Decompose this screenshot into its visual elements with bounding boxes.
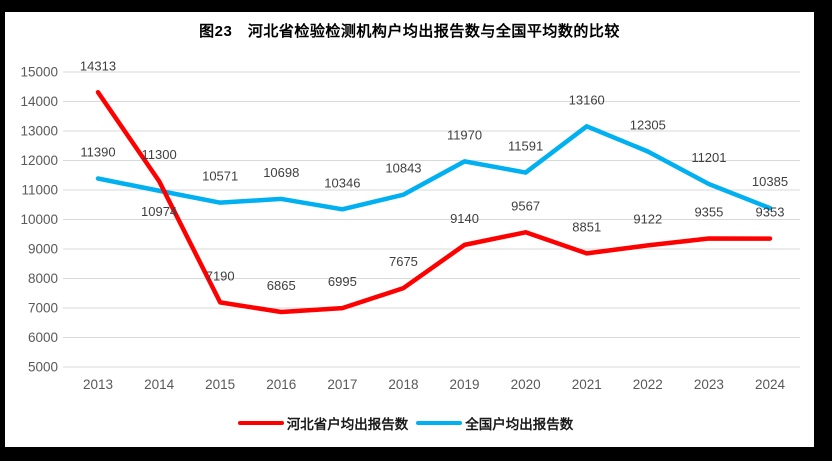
x-tick-label: 2016 [266,377,296,392]
x-tick-label: 2020 [511,377,541,392]
legend-swatch-hebei [237,420,284,426]
data-label: 11390 [80,144,115,159]
series-line [95,124,773,212]
y-tick-label: 14000 [20,94,58,109]
data-label: 11591 [508,139,543,154]
data-label: 10974 [141,204,177,219]
y-tick-label: 9000 [28,242,58,257]
y-tick-label: 7000 [28,301,58,316]
y-tick-label: 15000 [20,65,58,80]
legend-swatch-national [416,420,463,426]
data-label: 12305 [630,118,666,133]
x-tick-label: 2015 [205,377,235,392]
x-tick-label: 2018 [388,377,418,392]
x-tick-label: 2019 [450,377,480,392]
data-label: 10571 [202,169,238,184]
chart-title: 图23 河北省检验检测机构户均出报告数与全国平均数的比较 [199,23,620,40]
data-label: 13160 [569,92,605,107]
y-tick-label: 10000 [20,212,58,227]
data-label: 9355 [694,205,723,220]
data-label: 10385 [752,174,788,189]
data-label: 10843 [385,161,421,176]
chart-canvas: 图23 河北省检验检测机构户均出报告数与全国平均数的比较 5000 6000 700… [5,12,814,447]
data-label: 11201 [691,150,726,165]
data-label: 7675 [389,254,418,269]
data-label: 11970 [447,127,482,142]
x-tick-label: 2021 [572,377,602,392]
data-label: 9122 [633,211,662,226]
data-label: 9140 [450,211,479,226]
y-tick-label: 5000 [28,360,58,375]
y-tick-label: 8000 [28,271,58,286]
line-chart-plot: 5000 6000 7000 8000 9000 10000 11000 12000 13000… [20,58,800,392]
chart-legend: 河北省户均出报告数 全国户均出报告数 [5,413,814,433]
x-tick-label: 2024 [755,377,786,392]
data-label: 6995 [328,274,357,289]
data-label: 9567 [511,198,540,213]
y-tick-label: 12000 [20,153,58,168]
data-label: 9353 [756,205,785,220]
data-label: 10698 [263,165,299,180]
data-label: 6865 [267,278,296,293]
x-tick-label: 2023 [694,377,724,392]
y-tick-label: 11000 [21,183,58,198]
data-label: 10346 [324,175,360,190]
x-tick-label: 2017 [327,377,357,392]
data-label: 11300 [141,147,176,162]
y-tick-label: 13000 [20,124,58,139]
data-label: 7190 [206,268,235,283]
series-line [95,90,773,315]
x-tick-label: 2022 [633,377,663,392]
x-tick-label: 2014 [144,377,175,392]
legend-label-hebei: 河北省户均出报告数 [286,417,409,432]
x-tick-label: 2013 [83,377,113,392]
data-label: 8851 [572,219,601,234]
data-label: 14313 [80,58,116,73]
legend-label-national: 全国户均出报告数 [465,417,574,432]
y-tick-label: 6000 [28,330,58,345]
